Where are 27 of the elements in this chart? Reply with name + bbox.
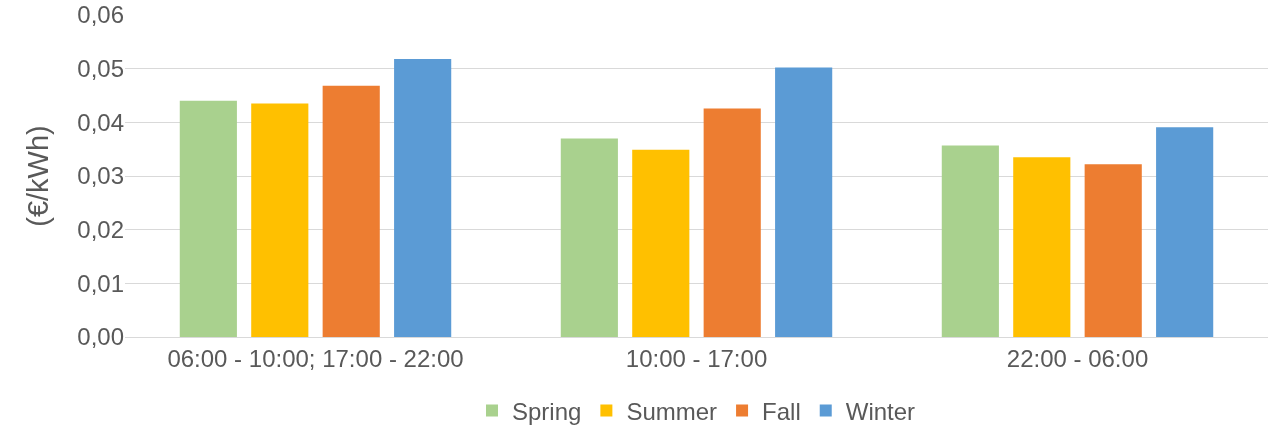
bar xyxy=(1156,127,1214,337)
y-tick-label: 0,01 xyxy=(77,269,124,297)
bar xyxy=(775,67,833,337)
y-tick-label: 0,03 xyxy=(77,162,124,190)
y-axis-title: (€/kWh) xyxy=(21,125,54,227)
y-tick-label: 0,04 xyxy=(77,108,124,136)
bar xyxy=(322,85,380,337)
bar xyxy=(1084,164,1142,337)
bar xyxy=(632,149,690,337)
y-tick-label: 0,00 xyxy=(77,323,124,351)
bar xyxy=(941,145,999,337)
y-tick-label: 0,06 xyxy=(77,1,124,29)
y-tick-label: 0,05 xyxy=(77,55,124,83)
bar xyxy=(1013,157,1071,337)
legend-label: Winter xyxy=(845,397,916,425)
x-tick-label: 22:00 - 06:00 xyxy=(1006,344,1149,372)
bar xyxy=(560,138,618,337)
bar xyxy=(394,59,452,337)
x-tick-label: 06:00 - 10:00; 17:00 - 22:00 xyxy=(167,344,464,372)
bar xyxy=(703,108,761,337)
bar xyxy=(251,103,309,337)
legend-label: Spring xyxy=(512,397,582,425)
legend-label: Summer xyxy=(626,397,718,425)
y-tick-label: 0,02 xyxy=(77,216,124,244)
bar xyxy=(179,100,237,337)
x-tick-label: 10:00 - 17:00 xyxy=(625,344,768,372)
legend-label: Fall xyxy=(762,397,801,425)
